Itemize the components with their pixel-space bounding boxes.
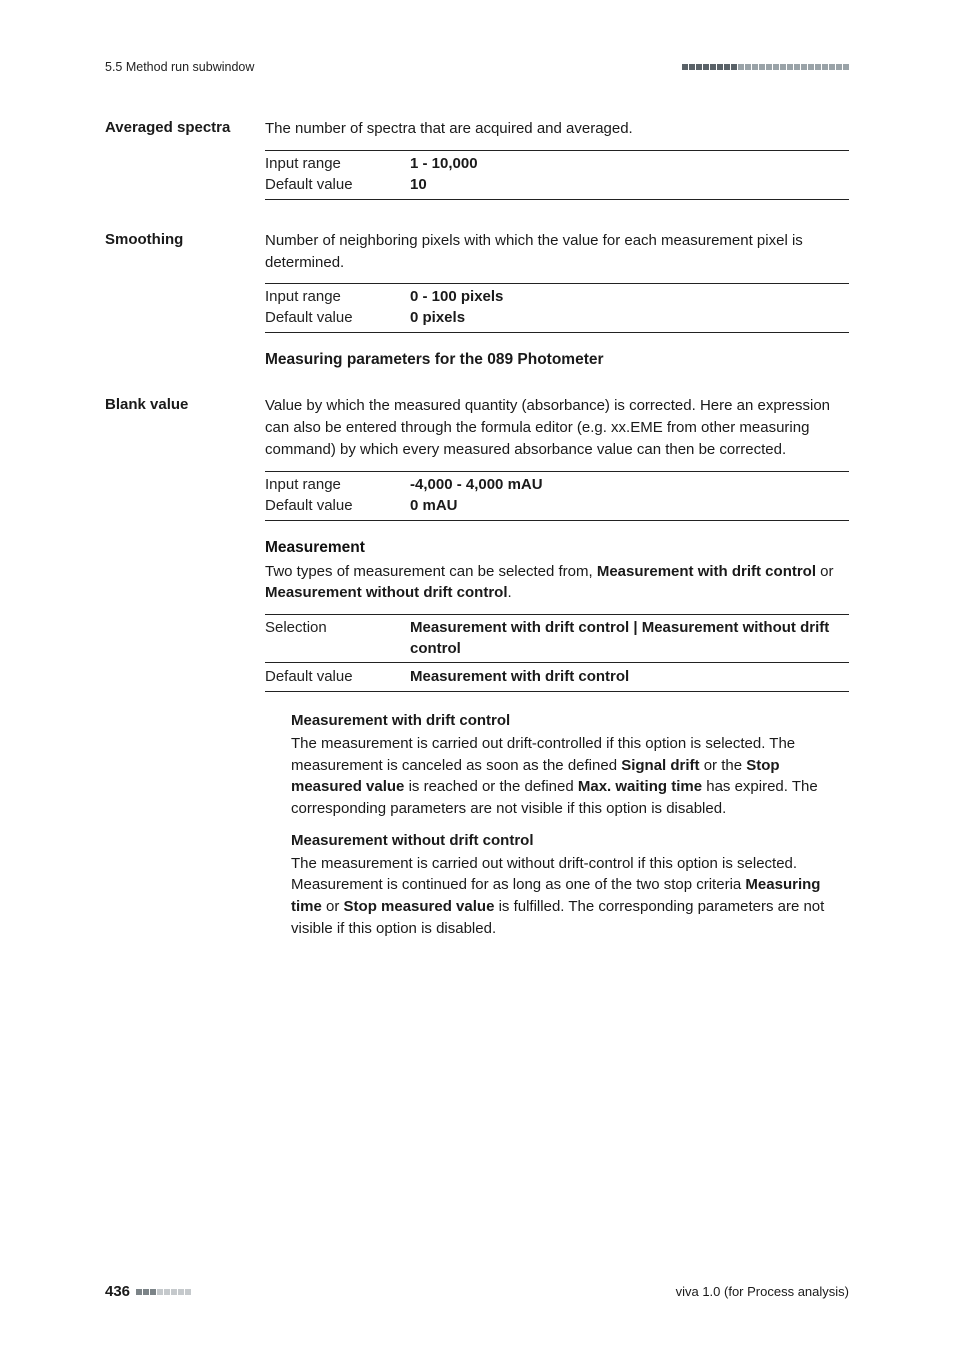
param-value: 0 mAU <box>410 495 849 516</box>
text: The measurement is carried out without d… <box>291 855 797 894</box>
body-col: The number of spectra that are acquired … <box>265 118 849 218</box>
param-key: Input range <box>265 286 410 307</box>
param-desc: The number of spectra that are acquired … <box>265 118 849 140</box>
param-value: -4,000 - 4,000 mAU <box>410 474 849 495</box>
entry-smoothing: Smoothing Number of neighboring pixels w… <box>105 230 849 384</box>
header-section-label: 5.5 Method run subwindow <box>105 60 254 74</box>
param-value: 1 - 10,000 <box>410 153 849 174</box>
param-row: Default value 0 mAU <box>265 495 849 516</box>
param-value: 10 <box>410 174 849 195</box>
param-label: Blank value <box>105 396 188 413</box>
body-col: Value by which the measured quantity (ab… <box>265 395 849 949</box>
param-value: 0 - 100 pixels <box>410 286 849 307</box>
param-key: Default value <box>265 174 410 195</box>
param-table: Input range 0 - 100 pixels Default value… <box>265 283 849 333</box>
param-table: Input range 1 - 10,000 Default value 10 <box>265 150 849 200</box>
body-col: Number of neighboring pixels with which … <box>265 230 849 384</box>
param-label: Averaged spectra <box>105 119 230 136</box>
param-key: Default value <box>265 307 410 328</box>
param-key: Input range <box>265 474 410 495</box>
footer-right: viva 1.0 (for Process analysis) <box>676 1284 849 1299</box>
param-desc: Number of neighboring pixels with which … <box>265 230 849 274</box>
label-col: Blank value <box>105 395 265 949</box>
param-key: Input range <box>265 153 410 174</box>
definition-term: Measurement with drift control <box>291 710 849 732</box>
text-bold: Signal drift <box>621 757 699 774</box>
measurement-desc: Two types of measurement can be selected… <box>265 561 849 605</box>
measurement-heading: Measurement <box>265 539 849 557</box>
param-label: Smoothing <box>105 231 183 248</box>
param-value: Measurement with drift control <box>410 666 849 687</box>
text: Two types of measurement can be selected… <box>265 563 597 580</box>
param-table: Selection Measurement with drift control… <box>265 614 849 692</box>
page-footer: 436 viva 1.0 (for Process analysis) <box>105 1283 849 1300</box>
header-ornament <box>682 64 849 70</box>
param-row: Input range 0 - 100 pixels <box>265 286 849 307</box>
param-key: Selection <box>265 617 410 659</box>
param-value: Measurement with drift control | Measure… <box>410 617 849 659</box>
param-row: Default value 10 <box>265 174 849 195</box>
text-bold: Stop measured value <box>344 898 495 915</box>
entry-averaged-spectra: Averaged spectra The number of spectra t… <box>105 118 849 218</box>
label-col: Averaged spectra <box>105 118 265 218</box>
text: is reached or the defined <box>404 778 577 795</box>
definition-without-drift: Measurement without drift control The me… <box>291 830 849 940</box>
text: or the <box>700 757 747 774</box>
param-row: Default value 0 pixels <box>265 307 849 328</box>
param-row: Input range -4,000 - 4,000 mAU <box>265 474 849 495</box>
footer-ornament <box>136 1289 191 1295</box>
label-col: Smoothing <box>105 230 265 384</box>
param-table: Input range -4,000 - 4,000 mAU Default v… <box>265 471 849 521</box>
text-bold: Measurement with drift control <box>597 563 816 580</box>
param-key: Default value <box>265 495 410 516</box>
text: or <box>322 898 344 915</box>
text-bold: Measurement without drift control <box>265 584 508 601</box>
section-heading-089: Measuring parameters for the 089 Photome… <box>265 351 849 369</box>
param-row: Selection Measurement with drift control… <box>265 617 849 663</box>
text: . <box>508 584 512 601</box>
page: 5.5 Method run subwindow Averaged spectr… <box>0 0 954 1350</box>
text-bold: Max. waiting time <box>578 778 702 795</box>
param-value: 0 pixels <box>410 307 849 328</box>
param-key: Default value <box>265 666 410 687</box>
text: or <box>816 563 834 580</box>
definition-with-drift: Measurement with drift control The measu… <box>291 710 849 820</box>
entry-blank-value: Blank value Value by which the measured … <box>105 395 849 949</box>
param-row: Default value Measurement with drift con… <box>265 666 849 687</box>
param-desc: Value by which the measured quantity (ab… <box>265 395 849 460</box>
footer-left: 436 <box>105 1283 191 1300</box>
page-number: 436 <box>105 1283 130 1300</box>
definition-term: Measurement without drift control <box>291 830 849 852</box>
content: Averaged spectra The number of spectra t… <box>105 118 849 950</box>
param-row: Input range 1 - 10,000 <box>265 153 849 174</box>
page-header: 5.5 Method run subwindow <box>105 60 849 74</box>
